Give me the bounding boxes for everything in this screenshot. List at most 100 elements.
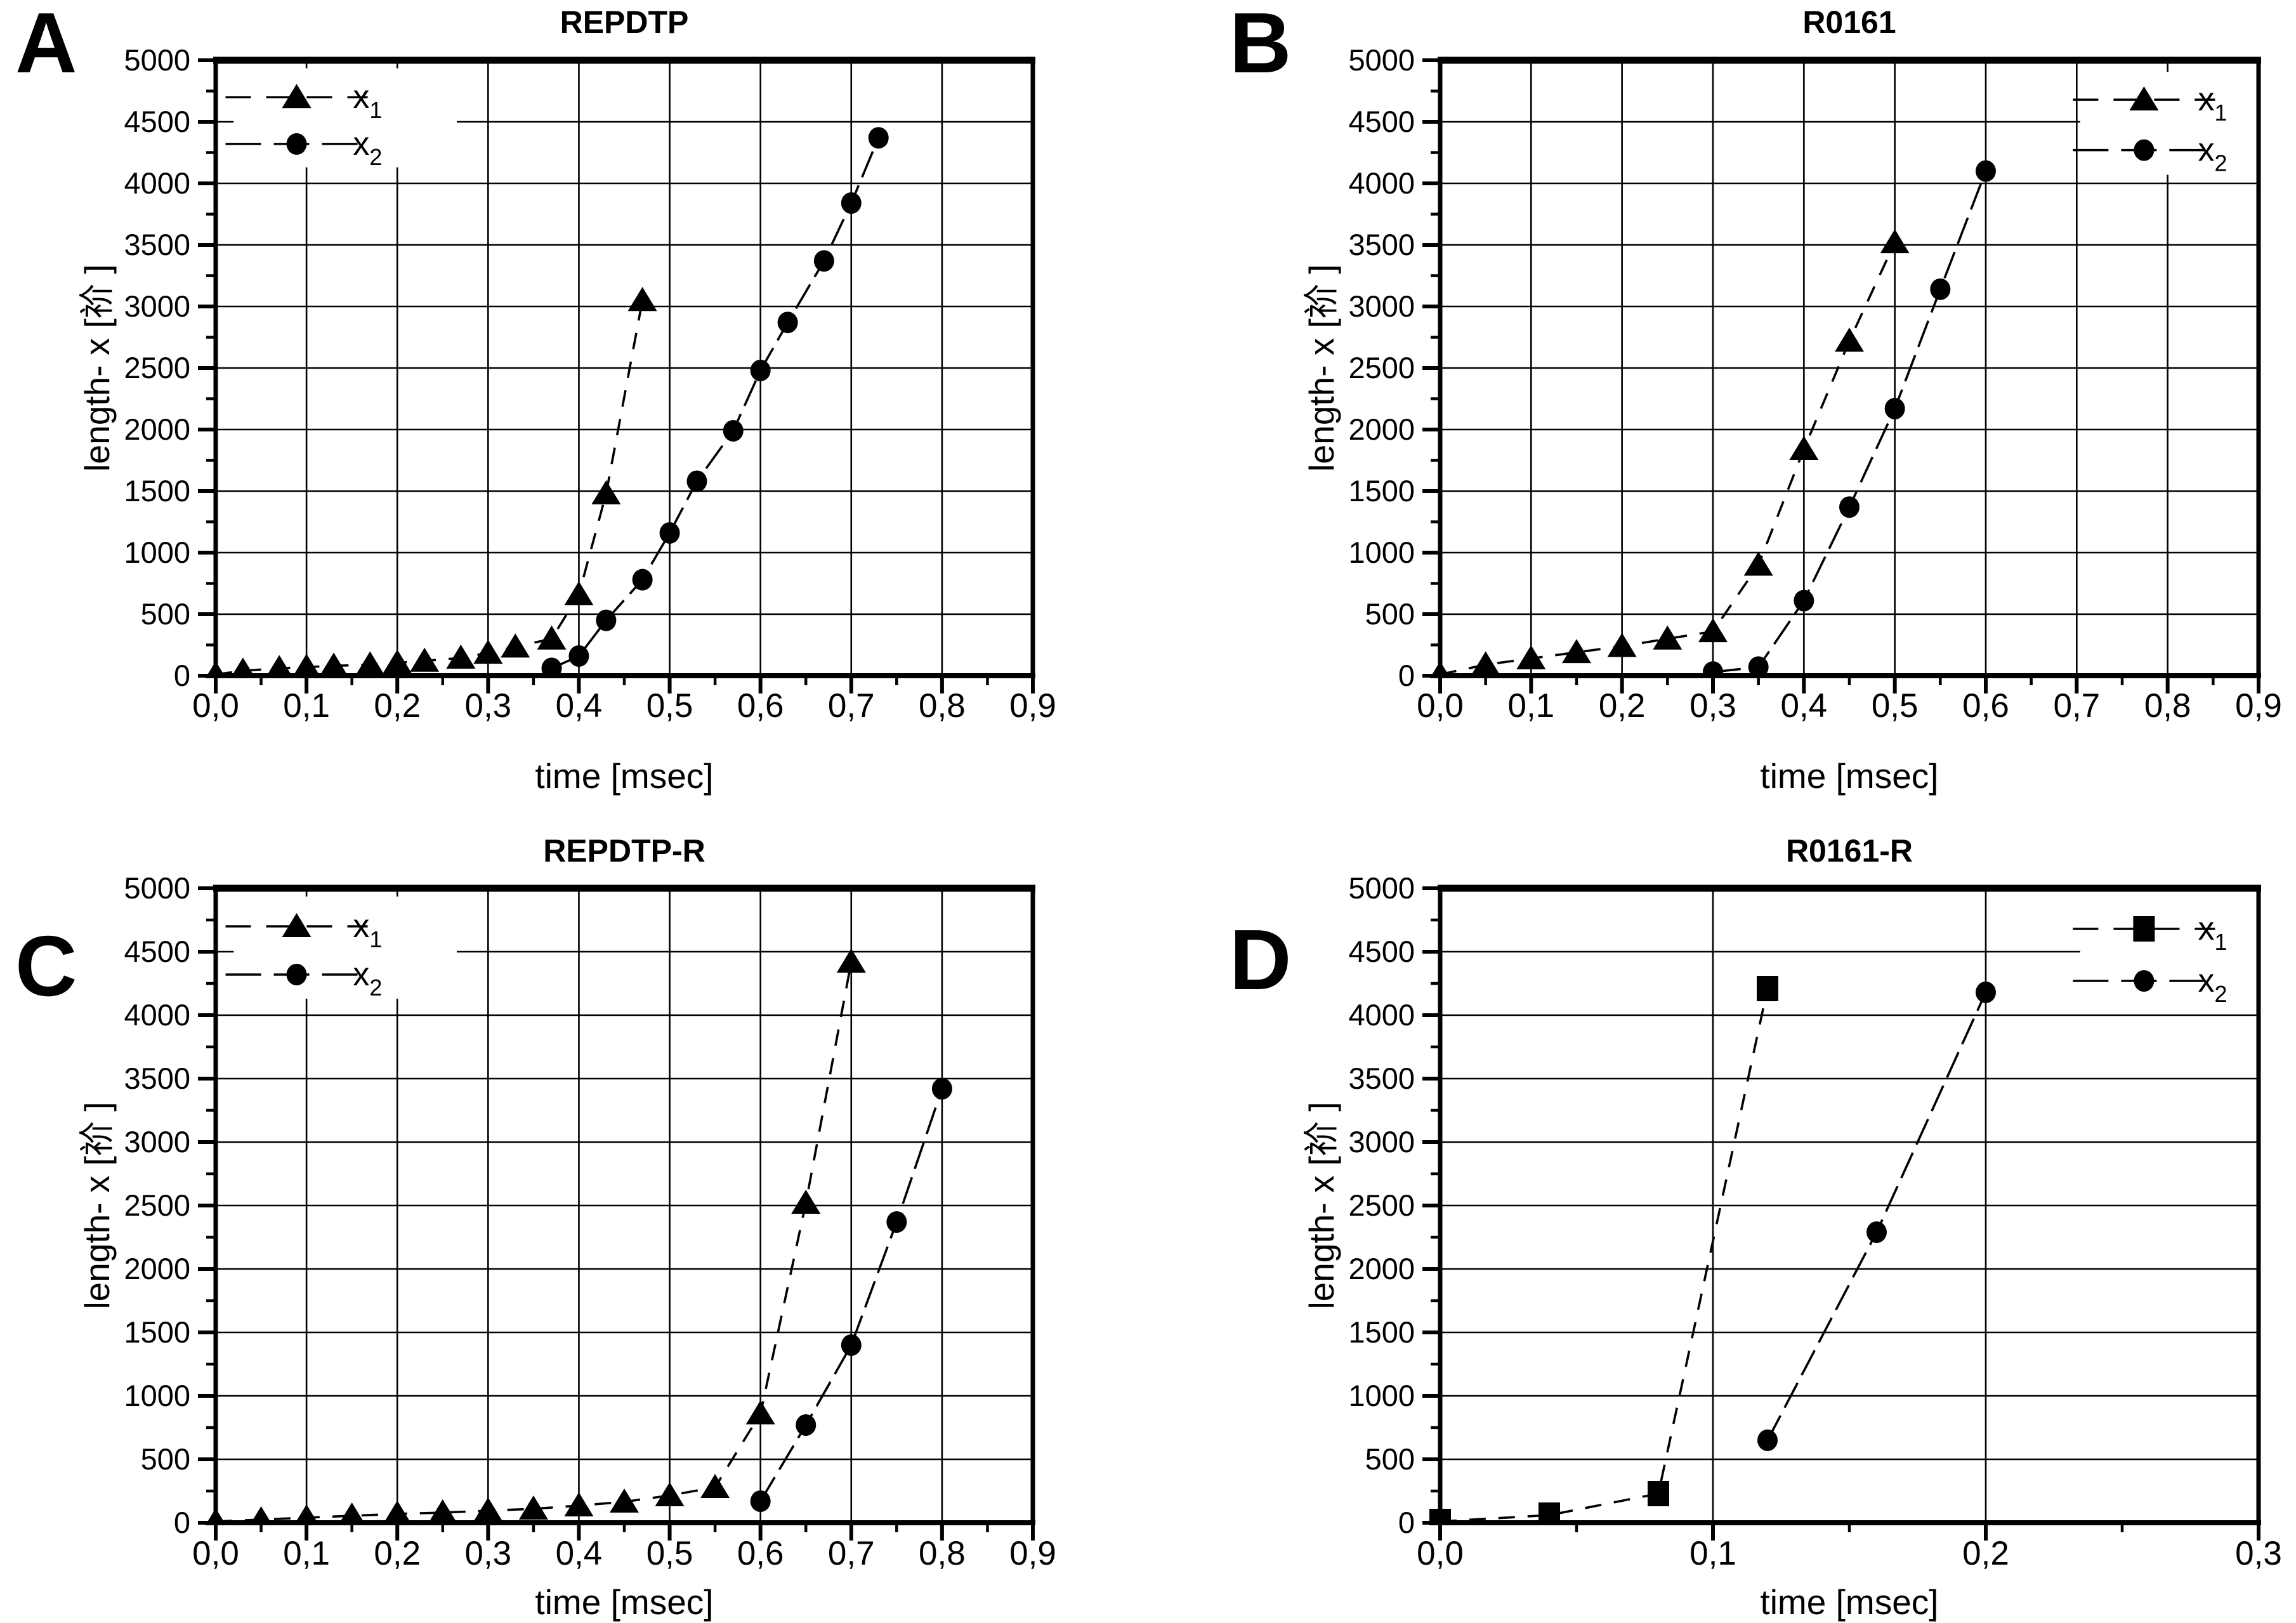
panel-a-letter: A [15,0,77,91]
panel-d: D x1 x2 0,0 0,1 0,2 0,3 0 500 1000 1500 2000 2500 30… [1148,812,2296,1623]
svg-text:0,2: 0,2 [1962,1535,2009,1572]
svg-text:2000: 2000 [124,412,190,446]
svg-text:3000: 3000 [124,289,190,323]
x-axis-title: time [msec] [535,756,713,796]
svg-text:2500: 2500 [124,351,190,384]
svg-text:2000: 2000 [1348,412,1415,446]
svg-text:500: 500 [1365,597,1415,631]
svg-text:0,8: 0,8 [919,1535,966,1572]
svg-text:4000: 4000 [124,998,190,1032]
axis-ticks [198,886,1035,1541]
svg-text:5000: 5000 [1348,43,1415,77]
svg-text:0,6: 0,6 [1962,687,2009,725]
svg-text:0,1: 0,1 [283,687,330,725]
panel-b: B x1 x2 0,0 0,1 0,2 0,3 0,4 0,5 0,6 0,7 0,8 0,9 0 500… [1148,0,2296,812]
y-axis-title: length- x [祄 ] [77,1101,117,1309]
svg-text:0: 0 [174,659,190,692]
svg-text:1500: 1500 [124,1315,190,1349]
svg-text:2500: 2500 [1348,351,1415,384]
svg-text:1000: 1000 [1348,1379,1415,1412]
x-tick-labels: 0,0 0,1 0,2 0,3 [1417,1535,2282,1572]
svg-text:0,1: 0,1 [283,1535,330,1572]
series-x2 [541,127,889,678]
series-x1 [1429,976,1778,1525]
svg-text:4500: 4500 [124,105,190,138]
series-x1 [1429,229,1910,678]
svg-text:500: 500 [1365,1442,1415,1476]
x-tick-labels: 0,0 0,1 0,2 0,3 0,4 0,5 0,6 0,7 0,8 0,9 [192,1535,1056,1572]
panel-b-letter: B [1230,0,1292,91]
svg-text:4500: 4500 [124,935,190,968]
series-x2 [750,1078,952,1512]
svg-text:0,4: 0,4 [556,1535,603,1572]
y-tick-labels: 0 500 1000 1500 2000 2500 3000 3500 4000 4500 5000 [124,43,190,692]
svg-text:0,5: 0,5 [646,687,693,725]
series-x2 [1757,982,1996,1451]
x-axis-title: time [msec] [535,1582,713,1622]
y-tick-labels: 0 500 1000 1500 2000 2500 3000 3500 4000 4500 5000 [1348,43,1415,692]
svg-text:1000: 1000 [1348,536,1415,569]
svg-text:3500: 3500 [124,1061,190,1095]
svg-text:0,9: 0,9 [1009,687,1056,725]
svg-text:0,3: 0,3 [464,1535,511,1572]
panel-c: C x1 x2 0,0 0,1 0,2 0,3 0,4 0,5 0,6 0,7 0,8 0,9 0 500… [0,812,1148,1623]
svg-text:0,0: 0,0 [1417,687,1464,725]
series-x1 [205,287,657,678]
svg-text:4500: 4500 [1348,105,1415,138]
y-tick-labels: 0 500 1000 1500 2000 2500 3000 3500 4000 4500 5000 [1348,871,1415,1539]
chart-title: R0161-R [1786,833,1913,869]
panel-d-letter: D [1230,912,1292,1008]
svg-text:0,1: 0,1 [1689,1535,1736,1572]
svg-text:0,9: 0,9 [2235,687,2282,725]
x-axis-title: time [msec] [1760,1582,1938,1622]
y-axis-title: length- x [祄 ] [1302,1101,1341,1309]
svg-text:2000: 2000 [124,1252,190,1285]
x-axis-title: time [msec] [1760,756,1938,796]
svg-text:0: 0 [1398,659,1415,692]
svg-text:4000: 4000 [1348,998,1415,1032]
axis-ticks [198,58,1035,693]
svg-text:5000: 5000 [1348,871,1415,905]
series-x2 [1703,160,1996,678]
svg-text:4000: 4000 [124,166,190,200]
svg-text:0,4: 0,4 [556,687,603,725]
x-tick-labels: 0,0 0,1 0,2 0,3 0,4 0,5 0,6 0,7 0,8 0,9 [1417,687,2282,725]
svg-text:3000: 3000 [1348,1125,1415,1159]
svg-text:3500: 3500 [1348,228,1415,261]
svg-text:0,0: 0,0 [192,1535,239,1572]
x-tick-labels: 0,0 0,1 0,2 0,3 0,4 0,5 0,6 0,7 0,8 0,9 [192,687,1056,725]
svg-text:3500: 3500 [124,228,190,261]
svg-text:500: 500 [141,597,190,631]
y-tick-labels: 0 500 1000 1500 2000 2500 3000 3500 4000 4500 5000 [124,871,190,1539]
svg-text:1000: 1000 [124,536,190,569]
svg-text:0,3: 0,3 [464,687,511,725]
svg-text:1500: 1500 [1348,474,1415,508]
svg-text:0,3: 0,3 [2235,1535,2282,1572]
axis-ticks [1422,886,2260,1541]
svg-text:0: 0 [174,1506,190,1539]
svg-text:0,0: 0,0 [1417,1535,1464,1572]
svg-text:3500: 3500 [1348,1061,1415,1095]
svg-text:0,2: 0,2 [1599,687,1646,725]
svg-text:0,6: 0,6 [737,1535,784,1572]
svg-text:0,2: 0,2 [374,687,421,725]
svg-text:1000: 1000 [124,1379,190,1412]
svg-text:0,5: 0,5 [646,1535,693,1572]
svg-text:2000: 2000 [1348,1252,1415,1285]
svg-text:4500: 4500 [1348,935,1415,968]
svg-text:0,7: 0,7 [2053,687,2100,725]
svg-text:0,9: 0,9 [1009,1535,1056,1572]
grid [1440,888,2259,1523]
grid [1440,60,2259,676]
svg-text:1500: 1500 [124,474,190,508]
svg-text:0,7: 0,7 [828,1535,875,1572]
svg-text:3000: 3000 [1348,289,1415,323]
svg-text:0,8: 0,8 [2144,687,2191,725]
